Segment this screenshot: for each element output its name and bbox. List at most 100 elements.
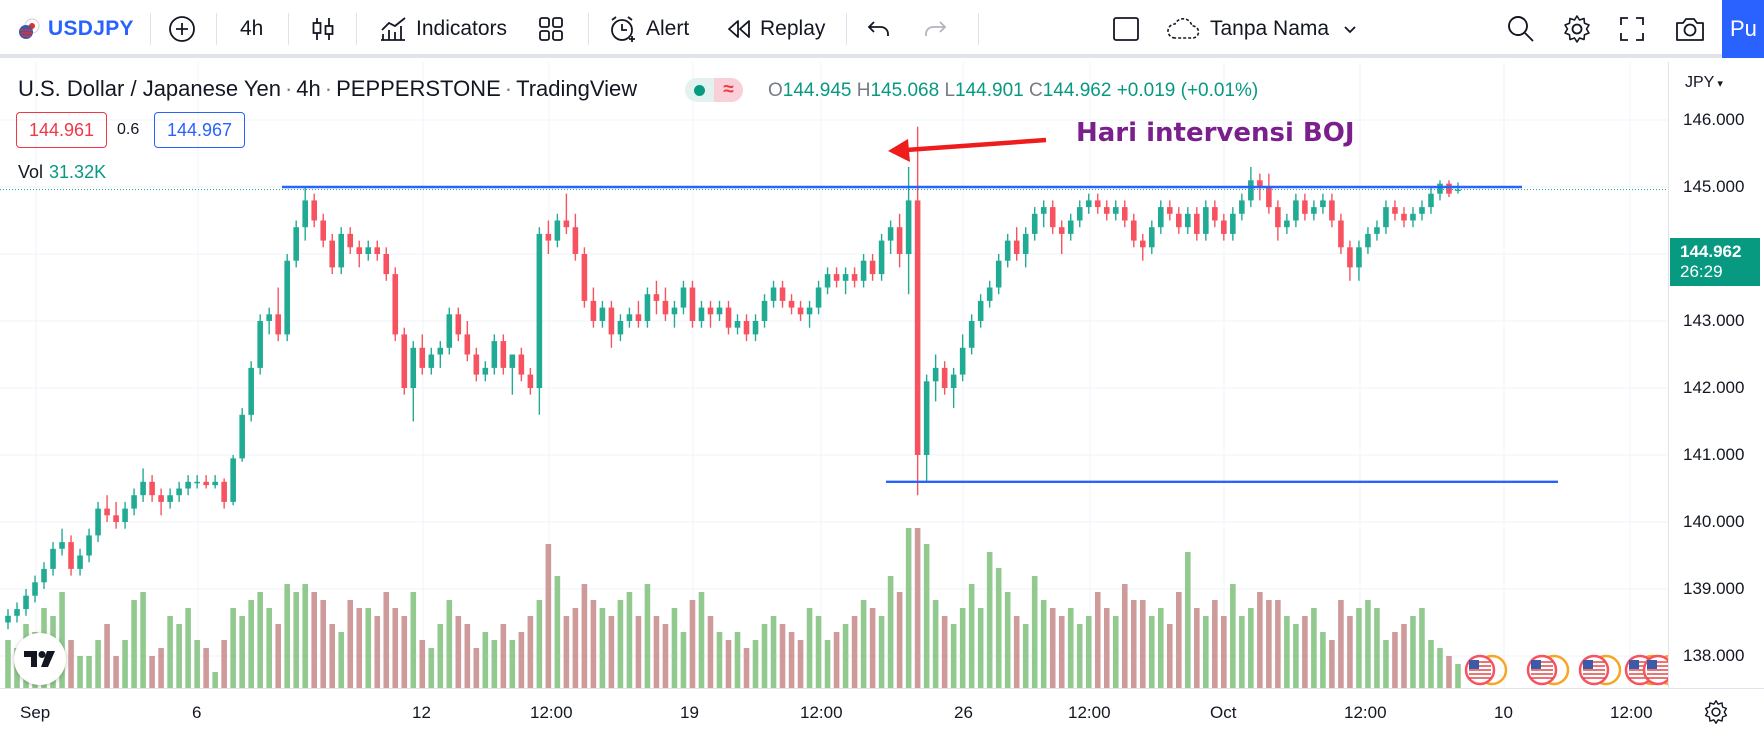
candle-body	[1130, 220, 1137, 241]
interval-button[interactable]: 4h	[240, 0, 263, 58]
tradingview-logo[interactable]	[14, 633, 66, 685]
us-economic-event-icon[interactable]	[1526, 654, 1570, 686]
volume-bar	[1139, 600, 1146, 688]
candle-body	[329, 240, 336, 268]
layout-name-menu[interactable]: Tanpa Nama	[1166, 0, 1359, 58]
volume-bar	[1176, 592, 1182, 688]
indicators-label: Indicators	[416, 17, 508, 40]
volume-bar	[1329, 640, 1335, 688]
volume-bar	[221, 640, 227, 688]
candle-body	[464, 334, 471, 355]
layouts-button[interactable]	[538, 0, 564, 58]
candle-body	[1347, 247, 1353, 268]
candle-body	[1103, 207, 1110, 214]
settings-button[interactable]	[1562, 0, 1592, 58]
replay-button[interactable]: Replay	[726, 0, 825, 58]
volume-bar	[905, 528, 912, 688]
spread-value: 0.6	[117, 121, 140, 138]
candle-body	[761, 300, 768, 321]
volume-bar	[680, 632, 687, 688]
candlestick-chart[interactable]	[0, 62, 1668, 688]
chart-pane[interactable]	[0, 62, 1668, 688]
candle-body	[1437, 183, 1443, 194]
fullscreen-layout-button[interactable]	[1112, 0, 1140, 58]
candle-body	[1356, 247, 1362, 268]
candle-body	[1266, 187, 1272, 208]
volume-bar	[356, 608, 363, 688]
us-economic-event-icon[interactable]	[1642, 654, 1668, 686]
undo-button[interactable]	[866, 0, 892, 58]
snapshot-button[interactable]	[1674, 0, 1706, 58]
publish-button[interactable]: Pu	[1722, 0, 1764, 58]
candle-body	[581, 254, 588, 301]
candle-body	[356, 247, 363, 254]
volume-bar	[1257, 592, 1263, 688]
redo-button[interactable]	[922, 0, 948, 58]
replay-label: Replay	[760, 17, 826, 40]
symbol-search-button[interactable]: USDJPY	[18, 0, 134, 58]
volume-bar	[257, 592, 263, 688]
market-open-icon	[685, 78, 714, 102]
market-status-pill[interactable]: ≈	[685, 78, 743, 102]
candle-body	[608, 307, 615, 335]
time-tick-label: 10	[1494, 703, 1513, 722]
candle-body	[1239, 200, 1245, 214]
candle-body	[158, 495, 164, 502]
chart-type-button[interactable]	[310, 0, 336, 58]
candle-body	[194, 481, 200, 484]
candle-body	[1158, 207, 1164, 228]
volume-bar	[1392, 632, 1398, 688]
delayed-data-icon: ≈	[714, 78, 743, 102]
candle-body	[1383, 207, 1389, 228]
us-economic-event-icon[interactable]	[1578, 654, 1622, 686]
alert-button[interactable]: Alert	[608, 0, 689, 58]
volume-bar	[176, 624, 182, 688]
low-value: 144.901	[955, 80, 1024, 101]
chart-legend-title[interactable]: U.S. Dollar / Japanese Yen · 4h · PEPPERSTON…	[18, 76, 638, 101]
volume-bar	[824, 640, 831, 688]
candle-body	[140, 481, 146, 496]
volume-bar	[1347, 616, 1353, 688]
plus-circle-icon	[169, 16, 195, 42]
volume-bar	[1266, 600, 1272, 688]
boj-intervention-annotation[interactable]: Hari intervensi BOJ	[1076, 118, 1355, 148]
candle-body	[1112, 207, 1119, 214]
indicators-button[interactable]: Indicators	[378, 0, 507, 58]
search-button[interactable]	[1506, 0, 1536, 58]
candle-body	[1176, 213, 1182, 228]
price-tick-label: 140.000	[1683, 512, 1745, 531]
buy-button[interactable]: 144.967	[154, 112, 245, 148]
candle-body	[95, 508, 101, 536]
volume-legend[interactable]: Vol 31.32K	[18, 162, 106, 183]
volume-bar	[842, 624, 849, 688]
volume-bar	[455, 616, 462, 688]
volume-bar	[860, 600, 867, 688]
candle-body	[887, 227, 894, 241]
volume-bar	[1365, 600, 1371, 688]
candle-body	[365, 247, 372, 254]
time-scale[interactable]: Sep 6 12 12:00 19 12:00 26 12:00 Oct 12:00 10 12:00	[0, 688, 1764, 742]
candle-body	[779, 287, 786, 301]
compare-symbol-button[interactable]	[168, 0, 196, 58]
candle-body	[1392, 207, 1398, 214]
volume-bar	[1455, 664, 1461, 688]
search-icon	[1508, 16, 1534, 42]
candle-body	[563, 220, 570, 228]
us-economic-event-icon[interactable]	[1464, 654, 1508, 686]
gear-icon	[1564, 15, 1590, 43]
fullscreen-button[interactable]	[1618, 0, 1646, 58]
sell-button[interactable]: 144.961	[16, 112, 107, 148]
price-scale[interactable]: JPY▾ 146.000145.000144.000143.000142.000…	[1668, 62, 1764, 688]
chart-settings-gear-icon[interactable]	[1703, 699, 1729, 725]
candle-body	[770, 287, 777, 301]
volume-bar	[140, 592, 146, 688]
time-tick-label: Oct	[1210, 703, 1237, 722]
volume-bar	[1067, 608, 1074, 688]
currency-selector[interactable]: JPY ▾	[1685, 74, 1723, 91]
candle-body	[248, 367, 254, 415]
time-tick-label: 12:00	[800, 703, 843, 722]
volume-bar	[266, 608, 272, 688]
candle-body	[743, 321, 750, 335]
volume-bar	[293, 592, 299, 688]
candle-body	[1031, 213, 1038, 234]
